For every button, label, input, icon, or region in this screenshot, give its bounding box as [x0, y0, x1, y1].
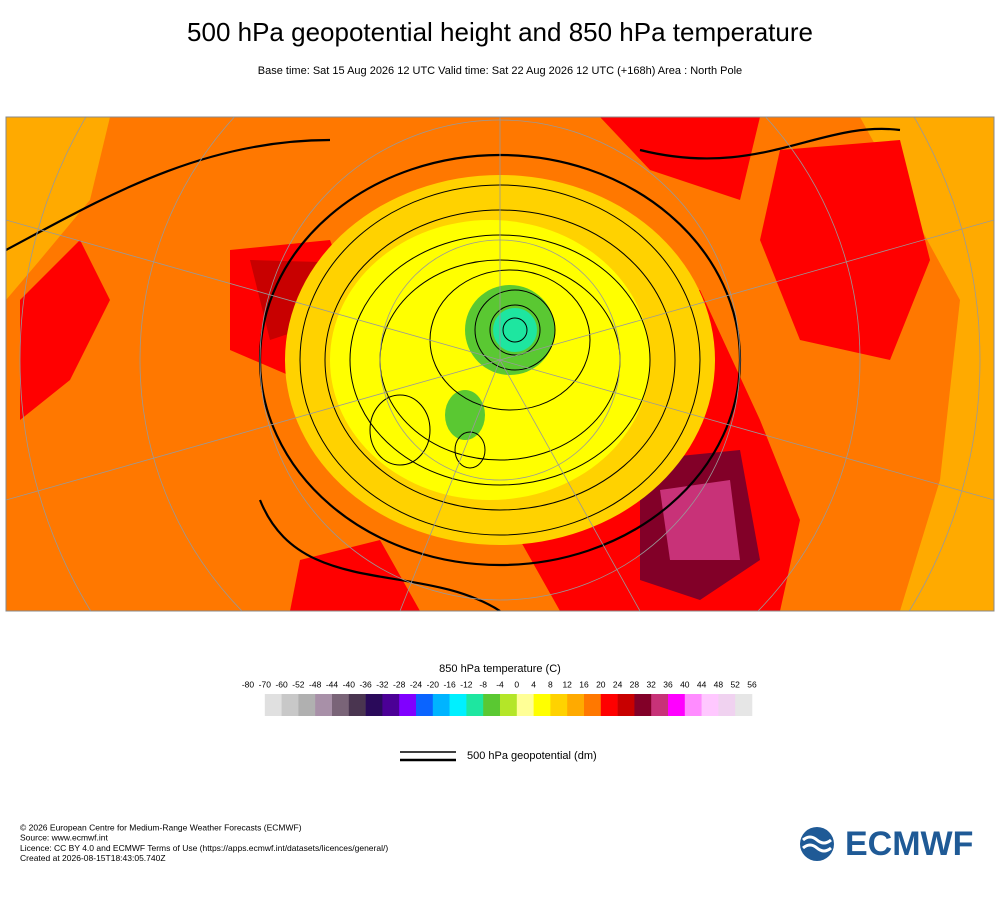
colorbar-tick-label: 12	[562, 679, 572, 689]
title: 500 hPa geopotential height and 850 hPa …	[187, 17, 813, 47]
colorbar-swatch	[684, 694, 702, 716]
colorbar-swatch	[466, 694, 484, 716]
colorbar-tick-label: 48	[714, 679, 724, 689]
colorbar-swatch	[382, 694, 400, 716]
colorbar-tick-label: -16	[443, 679, 456, 689]
colorbar-swatch	[516, 694, 534, 716]
colorbar-swatch	[399, 694, 417, 716]
colorbar-tick-label: -8	[479, 679, 487, 689]
footer: © 2026 European Centre for Medium-Range …	[20, 822, 388, 863]
colorbar-tick-label: -12	[460, 679, 473, 689]
colorbar-tick-label: 24	[613, 679, 623, 689]
colorbar-swatch	[298, 694, 316, 716]
colorbar-swatch	[567, 694, 585, 716]
colorbar-swatch	[332, 694, 350, 716]
colorbar-tick-label: 0	[514, 679, 519, 689]
colorbar-tick-label: 28	[630, 679, 640, 689]
colorbar-swatch	[432, 694, 450, 716]
colorbar-swatch	[668, 694, 686, 716]
colorbar-swatch	[315, 694, 333, 716]
colorbar-swatch	[365, 694, 383, 716]
legend-label: 500 hPa geopotential (dm)	[467, 750, 597, 762]
colorbar-tick-label: 8	[548, 679, 553, 689]
colorbar-tick-label: 16	[579, 679, 589, 689]
colorbar-tick-label: -52	[292, 679, 305, 689]
colorbar-swatch	[264, 694, 282, 716]
colorbar: -80 -70 -60 -52 -48 -44 -40 -36 -32 -28 -24 -20 -16-…	[242, 679, 757, 716]
colorbar-swatch	[483, 694, 501, 716]
colorbar-swatch	[584, 694, 602, 716]
colorbar-tick-label: -24	[410, 679, 423, 689]
colorbar-tick-label: -80	[242, 679, 255, 689]
map	[5, 116, 995, 612]
colorbar-tick-label: 44	[697, 679, 707, 689]
colorbar-swatch	[617, 694, 635, 716]
footer-line: Source: www.ecmwf.int	[20, 833, 108, 843]
logo: ECMWF	[800, 825, 973, 863]
colorbar-tick-label: -70	[259, 679, 272, 689]
colorbar-swatch	[718, 694, 736, 716]
colorbar-tick-label: -4	[496, 679, 504, 689]
footer-line: Created at 2026-08-15T18:43:05.740Z	[20, 853, 166, 863]
colorbar-tick-label: 4	[531, 679, 536, 689]
colorbar-title: 850 hPa temperature (C)	[439, 663, 561, 675]
colorbar-swatch	[634, 694, 652, 716]
colorbar-swatch	[651, 694, 669, 716]
logo-text: ECMWF	[845, 825, 973, 863]
colorbar-swatch	[500, 694, 518, 716]
colorbar-tick-label: -48	[309, 679, 322, 689]
colorbar-tick-label: -40	[343, 679, 356, 689]
colorbar-swatch	[735, 694, 753, 716]
colorbar-tick-label: -20	[427, 679, 440, 689]
colorbar-tick-label: -60	[275, 679, 288, 689]
subtitle: Base time: Sat 15 Aug 2026 12 UTC Valid …	[258, 65, 742, 77]
colorbar-tick-label: -32	[376, 679, 389, 689]
colorbar-tick-label: -44	[326, 679, 339, 689]
colorbar-tick-label: 40	[680, 679, 690, 689]
colorbar-swatch	[348, 694, 366, 716]
colorbar-tick-label: -36	[359, 679, 372, 689]
colorbar-swatch	[281, 694, 299, 716]
colorbar-swatch	[550, 694, 568, 716]
footer-line: Licence: CC BY 4.0 and ECMWF Terms of Us…	[20, 843, 388, 853]
colorbar-swatch	[416, 694, 434, 716]
colorbar-swatch	[449, 694, 467, 716]
colorbar-tick-label: 20	[596, 679, 606, 689]
colorbar-swatch	[600, 694, 618, 716]
footer-line: © 2026 European Centre for Medium-Range …	[20, 822, 302, 832]
colorbar-swatch	[701, 694, 719, 716]
colorbar-swatch	[533, 694, 551, 716]
colorbar-tick-label: 36	[663, 679, 673, 689]
colorbar-tick-label: 32	[646, 679, 656, 689]
colorbar-tick-label: -28	[393, 679, 406, 689]
colorbar-tick-label: 56	[747, 679, 757, 689]
colorbar-tick-label: 52	[730, 679, 740, 689]
